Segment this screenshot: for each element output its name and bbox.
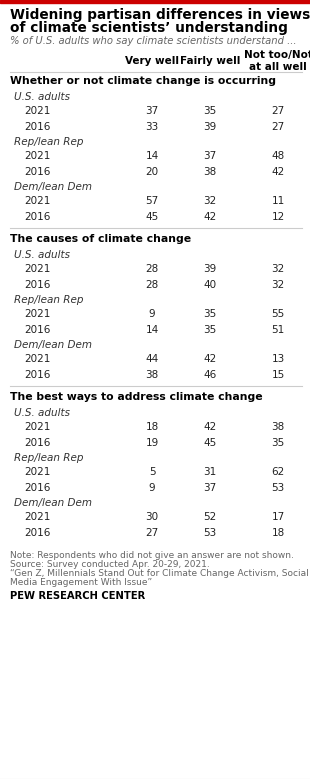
Text: 32: 32: [271, 264, 285, 274]
Text: 2021: 2021: [24, 422, 50, 432]
Text: 2021: 2021: [24, 309, 50, 319]
Text: The causes of climate change: The causes of climate change: [10, 234, 191, 244]
Text: Widening partisan differences in views: Widening partisan differences in views: [10, 8, 310, 22]
Text: U.S. adults: U.S. adults: [14, 250, 70, 260]
Text: 42: 42: [203, 212, 217, 221]
Text: Not too/Not
at all well: Not too/Not at all well: [244, 50, 310, 72]
Text: 2021: 2021: [24, 467, 50, 477]
Text: 11: 11: [271, 196, 285, 206]
Text: 39: 39: [203, 122, 217, 132]
Text: 27: 27: [271, 106, 285, 116]
Text: 35: 35: [203, 106, 217, 116]
Text: 20: 20: [145, 167, 158, 177]
Text: 9: 9: [149, 482, 155, 492]
Text: 35: 35: [203, 325, 217, 334]
Text: 2016: 2016: [24, 482, 50, 492]
Text: 53: 53: [271, 482, 285, 492]
Text: 17: 17: [271, 512, 285, 522]
Text: 2016: 2016: [24, 212, 50, 221]
Text: 45: 45: [145, 212, 159, 221]
Text: The best ways to address climate change: The best ways to address climate change: [10, 392, 263, 402]
Text: Dem/lean Dem: Dem/lean Dem: [14, 182, 92, 192]
Text: 52: 52: [203, 512, 217, 522]
Text: 30: 30: [145, 512, 158, 522]
Text: 13: 13: [271, 354, 285, 364]
Text: 14: 14: [145, 151, 159, 161]
Text: 15: 15: [271, 369, 285, 379]
Text: 2016: 2016: [24, 122, 50, 132]
Text: 48: 48: [271, 151, 285, 161]
Text: 46: 46: [203, 369, 217, 379]
Text: 2021: 2021: [24, 151, 50, 161]
Text: 2016: 2016: [24, 438, 50, 447]
Text: 42: 42: [203, 354, 217, 364]
Text: 2016: 2016: [24, 167, 50, 177]
Text: PEW RESEARCH CENTER: PEW RESEARCH CENTER: [10, 591, 145, 601]
Text: 19: 19: [145, 438, 159, 447]
Text: 27: 27: [145, 527, 159, 538]
Text: Fairly well: Fairly well: [180, 56, 240, 66]
Text: 12: 12: [271, 212, 285, 221]
Text: U.S. adults: U.S. adults: [14, 408, 70, 418]
Text: 42: 42: [271, 167, 285, 177]
Text: 31: 31: [203, 467, 217, 477]
Text: 38: 38: [271, 422, 285, 432]
Text: 45: 45: [203, 438, 217, 447]
Text: 18: 18: [145, 422, 159, 432]
Text: 28: 28: [145, 264, 159, 274]
Text: 37: 37: [203, 151, 217, 161]
Text: 9: 9: [149, 309, 155, 319]
Text: Dem/lean Dem: Dem/lean Dem: [14, 340, 92, 350]
Text: U.S. adults: U.S. adults: [14, 92, 70, 102]
Text: 39: 39: [203, 264, 217, 274]
Bar: [0, 0, 310, 3]
Text: 38: 38: [145, 369, 159, 379]
Text: 38: 38: [203, 167, 217, 177]
Text: 42: 42: [203, 422, 217, 432]
Text: 2021: 2021: [24, 354, 50, 364]
Text: Very well: Very well: [125, 56, 179, 66]
Text: 37: 37: [203, 482, 217, 492]
Text: % of U.S. adults who say climate scientists understand ...: % of U.S. adults who say climate scienti…: [10, 36, 296, 46]
Text: 55: 55: [271, 309, 285, 319]
Text: 32: 32: [203, 196, 217, 206]
Text: 35: 35: [271, 438, 285, 447]
Text: 2016: 2016: [24, 369, 50, 379]
Text: Source: Survey conducted Apr. 20-29, 2021.: Source: Survey conducted Apr. 20-29, 202…: [10, 560, 210, 569]
Text: 35: 35: [203, 309, 217, 319]
Text: 33: 33: [145, 122, 159, 132]
Text: “Gen Z, Millennials Stand Out for Climate Change Activism, Social: “Gen Z, Millennials Stand Out for Climat…: [10, 569, 309, 578]
Text: 2016: 2016: [24, 280, 50, 290]
Text: 5: 5: [149, 467, 155, 477]
Text: 37: 37: [145, 106, 159, 116]
Text: Rep/lean Rep: Rep/lean Rep: [14, 137, 83, 147]
Text: 40: 40: [203, 280, 217, 290]
Text: Rep/lean Rep: Rep/lean Rep: [14, 453, 83, 463]
Text: Whether or not climate change is occurring: Whether or not climate change is occurri…: [10, 76, 276, 86]
Text: 14: 14: [145, 325, 159, 334]
Text: 2016: 2016: [24, 527, 50, 538]
Text: 53: 53: [203, 527, 217, 538]
Text: Note: Respondents who did not give an answer are not shown.: Note: Respondents who did not give an an…: [10, 551, 294, 560]
Text: 27: 27: [271, 122, 285, 132]
Text: Dem/lean Dem: Dem/lean Dem: [14, 498, 92, 508]
Text: 2021: 2021: [24, 512, 50, 522]
Text: 28: 28: [145, 280, 159, 290]
Text: Rep/lean Rep: Rep/lean Rep: [14, 295, 83, 305]
Text: 2021: 2021: [24, 264, 50, 274]
Text: 44: 44: [145, 354, 159, 364]
Text: 2016: 2016: [24, 325, 50, 334]
Text: of climate scientists’ understanding: of climate scientists’ understanding: [10, 21, 288, 35]
Text: 62: 62: [271, 467, 285, 477]
Text: Media Engagement With Issue”: Media Engagement With Issue”: [10, 578, 152, 587]
Text: 18: 18: [271, 527, 285, 538]
Text: 2021: 2021: [24, 106, 50, 116]
Text: 51: 51: [271, 325, 285, 334]
Text: 2021: 2021: [24, 196, 50, 206]
Text: 32: 32: [271, 280, 285, 290]
Text: 57: 57: [145, 196, 159, 206]
